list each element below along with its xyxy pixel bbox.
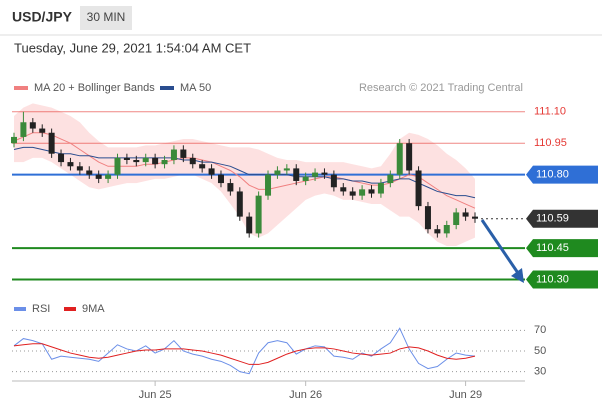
candle-body xyxy=(170,149,177,160)
level-label: 111.10 xyxy=(534,106,566,118)
candle-body xyxy=(20,122,27,137)
candle-body xyxy=(396,143,403,175)
candle-body xyxy=(472,216,478,219)
candle-body xyxy=(368,189,375,194)
timeframe-box xyxy=(80,6,132,30)
candle-body xyxy=(255,195,262,234)
candle-body xyxy=(330,174,337,188)
candle-body xyxy=(227,183,234,192)
candle-body xyxy=(302,176,309,181)
forecast-arrow xyxy=(480,219,522,277)
candle-body xyxy=(105,174,112,179)
level-badge xyxy=(526,209,598,228)
candle-body xyxy=(199,164,206,169)
candle-body xyxy=(359,189,366,196)
level-label: 110.45 xyxy=(536,242,569,254)
candle-body xyxy=(67,162,74,167)
candle-body xyxy=(462,212,469,217)
candle-body xyxy=(424,206,431,230)
credit: Research © 2021 Trading Central xyxy=(359,82,523,94)
x-tick-label: Jun 29 xyxy=(449,389,482,401)
candle-body xyxy=(274,170,281,175)
candle-body xyxy=(406,143,413,171)
candle-body xyxy=(123,157,130,160)
y-tick-label: 50 xyxy=(534,345,546,357)
level-label: 110.80 xyxy=(536,169,569,181)
x-tick-label: Jun 25 xyxy=(139,389,172,401)
level-badge xyxy=(526,270,598,289)
candle-body xyxy=(58,153,65,163)
candle-body xyxy=(321,172,328,175)
plot: MA 20 + Bollinger Bands MA 50 111.10 110.95… xyxy=(11,82,598,401)
candle-body xyxy=(283,168,290,171)
candle-body xyxy=(293,168,300,181)
rsi-line xyxy=(13,343,476,365)
candle-body xyxy=(443,225,450,234)
legend-label: RSI xyxy=(32,303,50,315)
y-tick-label: 30 xyxy=(534,366,546,378)
candle-body xyxy=(161,160,168,165)
candle-body xyxy=(236,191,243,217)
legend-label: MA 20 + Bollinger Bands xyxy=(34,82,155,94)
candle-body xyxy=(349,191,356,196)
candle-body xyxy=(387,174,394,184)
candle-body xyxy=(312,172,319,177)
candle-body xyxy=(133,160,140,163)
candle-body xyxy=(189,157,196,165)
candle-body xyxy=(217,174,224,184)
candle-body xyxy=(95,174,102,179)
chart-title: USD/JPY xyxy=(12,9,73,25)
candle-body xyxy=(180,149,187,158)
candle-body xyxy=(415,170,422,207)
level-badge xyxy=(526,239,598,258)
x-tick-label: Jun 26 xyxy=(289,389,322,401)
ma-line xyxy=(13,146,476,199)
rsi-line xyxy=(13,327,476,375)
subtitle: Tuesday, June 29, 2021 1:54:04 AM CET xyxy=(14,40,251,55)
candle-body xyxy=(11,136,17,144)
candle-body xyxy=(246,216,253,234)
candle-body xyxy=(265,174,272,196)
candle-body xyxy=(48,132,55,154)
y-tick-label: 70 xyxy=(534,324,546,336)
candle-body xyxy=(340,187,347,192)
candle-body xyxy=(152,157,159,165)
candle-body xyxy=(39,128,46,133)
arrow-head xyxy=(511,268,524,283)
level-label: 110.95 xyxy=(534,137,567,149)
candle-body xyxy=(29,122,36,129)
level-badge xyxy=(526,165,598,184)
legend-label: 9MA xyxy=(82,303,105,315)
candle-body xyxy=(142,157,149,163)
candle-body xyxy=(434,229,441,234)
candle-body xyxy=(76,166,83,171)
candle-body xyxy=(453,212,460,225)
candle-body xyxy=(377,183,384,194)
candle-body xyxy=(86,170,93,175)
candle-body xyxy=(208,168,215,175)
level-label: 110.59 xyxy=(536,213,569,225)
timeframe: 30 MIN xyxy=(87,10,126,24)
level-label: 110.30 xyxy=(536,273,569,285)
legend-label: MA 50 xyxy=(180,82,211,94)
candle-body xyxy=(114,157,121,175)
